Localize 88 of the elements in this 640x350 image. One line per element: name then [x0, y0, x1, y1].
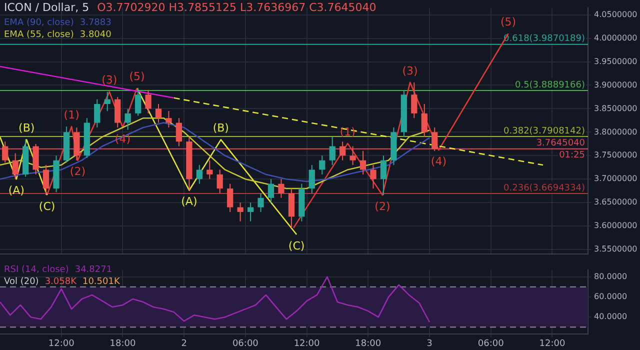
annotation: 3.8040 — [80, 30, 112, 40]
text: EMA (55, close) — [4, 30, 74, 40]
y-tick-label: 3.7000000 — [594, 174, 638, 184]
candlestick — [74, 126, 80, 161]
y-tick-label: 40.0000 — [594, 312, 628, 322]
candlestick — [32, 143, 39, 175]
candlestick — [94, 98, 100, 128]
candlestick — [370, 164, 376, 189]
y-tick-label: 3.6000000 — [594, 221, 638, 230]
annotation: (1) — [64, 108, 80, 122]
chart-subtitle: O3.7702920 H3.7855125 L3.7636967 C3.7645040 — [97, 1, 376, 14]
candlestick — [329, 136, 336, 166]
annotation: (3) — [102, 74, 118, 87]
x-tick-label: 2 — [181, 338, 187, 349]
ref-line-label: 3.7645040 — [536, 138, 586, 149]
annotation: (2) — [70, 165, 86, 178]
x-tick-label: 18:00 — [110, 338, 136, 349]
annotation: (C) — [38, 200, 56, 213]
x-tick-label: 12:00 — [539, 338, 566, 349]
candlestick — [145, 89, 152, 114]
annotation: 34.8271 — [74, 265, 112, 275]
x-tick-label: 18:00 — [355, 338, 382, 349]
candlestick — [196, 164, 202, 184]
annotation: Vol (20) — [4, 277, 39, 287]
x-tick-label: 12:00 — [294, 338, 320, 349]
y-tick-label: 3.6500000 — [594, 198, 638, 207]
candlestick — [411, 82, 418, 119]
x-tick-label: 3 — [426, 338, 432, 349]
annotation: (5) — [500, 15, 516, 28]
x-tick-label: 12:00 — [48, 338, 75, 349]
candlestick — [350, 146, 356, 166]
annotation: 3.7883 — [80, 18, 112, 28]
annotation: (4) — [430, 154, 446, 168]
y-tick-label: 80.0000 — [594, 272, 628, 281]
annotation: 01:25 — [559, 150, 585, 161]
candlestick — [42, 164, 50, 196]
candlestick — [421, 104, 428, 138]
ref-line-label: 0.236(3.6694334) — [504, 183, 585, 194]
y-tick-label: 4.0000000 — [594, 33, 638, 42]
candlestick — [216, 169, 223, 194]
candlestick — [308, 164, 315, 194]
candlestick — [12, 152, 18, 180]
candlestick — [176, 118, 182, 147]
annotation: (5) — [129, 70, 145, 83]
annotation: (B) — [18, 122, 35, 135]
y-tick-label: 60.0000 — [594, 292, 628, 302]
annotation: (C) — [288, 239, 305, 252]
candlestick — [114, 96, 121, 128]
candlestick — [258, 192, 264, 212]
annotation: (A) — [181, 195, 198, 208]
y-tick-label: 3.8000000 — [594, 127, 638, 136]
annotation: (3) — [402, 64, 418, 78]
ref-line-label: 0.382(3.7908142) — [504, 126, 585, 136]
candlestick — [247, 202, 254, 222]
candlestick — [288, 188, 295, 228]
candlestick — [124, 108, 131, 130]
candlestick — [268, 178, 274, 204]
candlestick — [237, 202, 244, 222]
y-tick-label: 4.0500000 — [594, 10, 638, 19]
candlestick — [432, 126, 438, 152]
candlestick — [104, 91, 110, 112]
annotation: 10.501K — [82, 277, 120, 287]
y-tick-label: 3.5500000 — [594, 244, 638, 254]
ref-line-label: 0.5(3.8889166) — [514, 80, 585, 90]
candlestick — [227, 183, 234, 212]
candlestick — [166, 110, 172, 128]
y-tick-label: 3.7500000 — [594, 150, 638, 160]
candlestick — [360, 150, 366, 175]
chart-title: ICON / Dollar, 5 — [4, 1, 90, 14]
series-label: RSI (14, close) — [4, 265, 69, 275]
candlestick — [155, 104, 162, 124]
candlestick — [319, 155, 326, 175]
annotation: 3.058K — [44, 277, 76, 287]
y-tick-label: 3.9000000 — [594, 80, 638, 90]
annotation: (B) — [212, 122, 229, 135]
candlestick — [380, 155, 387, 196]
candlestick — [2, 141, 8, 164]
annotation: (2) — [374, 200, 390, 213]
x-tick-label: 06:00 — [232, 338, 259, 349]
x-tick-label: 06:00 — [478, 338, 504, 349]
candlestick — [340, 141, 346, 161]
y-tick-label: 3.9500000 — [594, 56, 638, 66]
y-tick-label: 3.8500000 — [594, 104, 638, 113]
annotation: (1) — [340, 125, 356, 138]
candlestick — [278, 178, 284, 198]
candlestick — [206, 160, 213, 180]
candlestick — [134, 88, 142, 116]
text: EMA (90, close) — [4, 18, 74, 28]
